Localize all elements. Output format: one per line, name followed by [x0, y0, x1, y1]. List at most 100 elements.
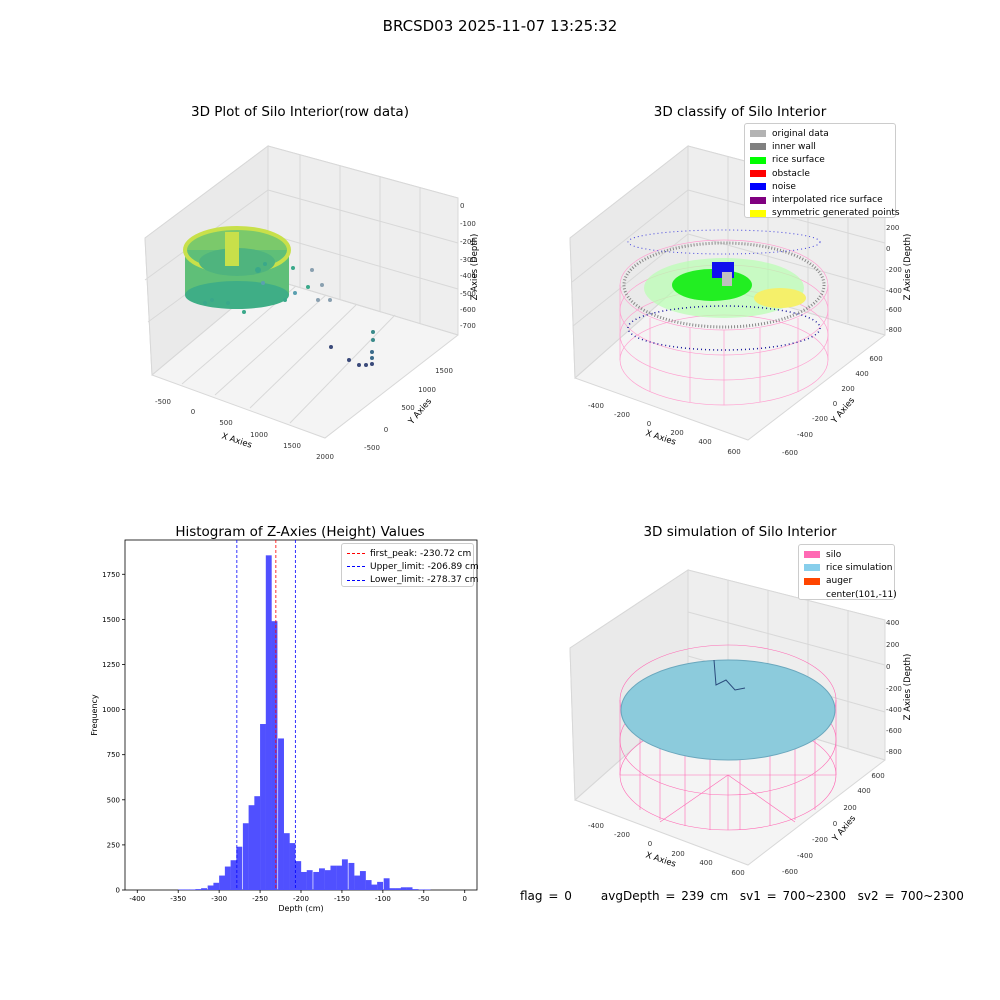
scatter-point: [371, 338, 375, 342]
scatter-point: [203, 301, 207, 305]
raw-y-tick: 1500: [435, 367, 453, 375]
silo-mesh: [619, 644, 837, 831]
raw-x-tick: 0: [191, 408, 195, 416]
histogram-bar: [236, 846, 243, 890]
simulation-y-tick: 0: [833, 820, 837, 828]
classify-z-tick: 200: [886, 224, 899, 232]
legend-swatch: [804, 564, 820, 572]
classify-x-tick: 200: [670, 429, 683, 437]
scatter-point: [242, 310, 246, 314]
histogram-x-ticks: -400 -350 -300 -250 -200 -150 -100 -50 0: [129, 890, 467, 903]
raw-plot-title: 3D Plot of Silo Interior(row data): [191, 104, 409, 120]
legend-swatch: [750, 183, 766, 191]
legend-item: rice surface: [750, 154, 890, 167]
legend-label: auger: [826, 576, 853, 587]
classify-z-tick: -600: [886, 306, 902, 314]
histogram-chart: -400 -350 -300 -250 -200 -150 -100 -50 0 0 250 500…: [90, 539, 478, 913]
classify-z-tick: -200: [886, 266, 902, 274]
histogram-bar: [359, 871, 366, 890]
simulation-y-tick: 400: [857, 787, 870, 795]
legend-item: Upper_limit: -206.89 cm: [347, 560, 479, 573]
classify-legend: original data inner wall rice surface ob…: [744, 123, 900, 220]
histogram-y-axis-label: Frequency: [90, 694, 99, 736]
classify-axis-ticks: -400 -200 0 200 400 600 -600 -400 -200 0…: [588, 224, 902, 457]
x-tick-label: -100: [375, 895, 391, 903]
scatter-point: [370, 362, 374, 366]
scatter-point: [210, 298, 214, 302]
histogram-bar: [400, 887, 407, 890]
y-tick-label: 1750: [102, 571, 120, 579]
raw-3d-plot: -500 0 500 1000 1500 2000 -500 0 500 100…: [144, 145, 480, 461]
scatter-point: [320, 283, 324, 287]
legend-item: symmetric generated points: [750, 207, 900, 220]
x-tick-label: -200: [293, 895, 309, 903]
x-tick-label: -300: [211, 895, 227, 903]
histogram-bar: [301, 871, 307, 890]
histogram-bar: [242, 823, 249, 890]
y-tick-label: 500: [107, 796, 120, 804]
histogram-x-axis-label: Depth (cm): [278, 904, 323, 913]
classify-z-axis-label: Z Axies (Depth): [903, 234, 913, 301]
raw-x-tick: -500: [155, 398, 171, 406]
x-tick-label: -400: [129, 895, 145, 903]
simulation-z-tick: 400: [886, 619, 899, 627]
simulation-x-tick: 0: [648, 840, 652, 848]
raw-plot-box: [144, 145, 459, 439]
histogram-bar: [178, 889, 185, 890]
legend-label: obstacle: [772, 168, 810, 179]
legend-label: original data: [772, 128, 829, 139]
simulation-x-tick: 400: [699, 859, 712, 867]
histogram-bar: [306, 870, 313, 890]
histogram-bar: [201, 888, 208, 890]
legend-item: auger: [804, 575, 889, 588]
histogram-y-ticks: 0 250 500 750 1000 1250 1500 1750: [102, 571, 125, 895]
x-tick-label: -350: [170, 895, 186, 903]
classify-x-tick: 400: [698, 438, 711, 446]
raw-z-tick: 0: [460, 202, 464, 210]
scatter-point: [291, 266, 295, 270]
x-tick-label: 0: [462, 895, 466, 903]
rice-simulation-surface: [620, 659, 836, 761]
simulation-3d-plot: -400 -200 0 200 400 600 -600 -400 -200 0…: [569, 569, 913, 877]
legend-swatch: [750, 143, 766, 151]
legend-line: [347, 579, 365, 581]
classify-y-tick: -200: [812, 415, 828, 423]
raw-y-tick: 500: [401, 404, 414, 412]
classify-plot-title: 3D classify of Silo Interior: [653, 104, 827, 120]
histogram-bar: [424, 889, 431, 890]
raw-x-tick: 500: [219, 419, 232, 427]
legend-item: first_peak: -230.72 cm: [347, 547, 471, 560]
scatter-point: [370, 356, 374, 360]
simulation-legend: silo rice simulation auger center(101,-1…: [798, 544, 897, 600]
raw-silo-cloud: [183, 226, 291, 309]
classify-y-tick: -600: [782, 449, 798, 457]
histogram-bar: [330, 865, 337, 890]
y-tick-label: 0: [116, 887, 120, 895]
histogram-bar: [260, 724, 266, 890]
y-tick-label: 1250: [102, 661, 120, 669]
raw-y-tick: 0: [384, 426, 388, 434]
histogram-bar: [377, 881, 384, 890]
raw-z-axis-label: Z Axies (Depth): [470, 234, 480, 301]
legend-swatch: [750, 196, 766, 204]
raw-y-tick: 1000: [418, 386, 436, 394]
raw-z-tick: -700: [460, 322, 476, 330]
legend-label: rice surface: [772, 155, 825, 166]
legend-label: symmetric generated points: [772, 208, 900, 219]
legend-label: Upper_limit: -206.89 cm: [370, 561, 479, 572]
simulation-y-tick: 600: [871, 772, 884, 780]
scatter-point: [306, 285, 310, 289]
histogram-threshold-lines: [236, 540, 296, 890]
raw-scatter-points: [203, 266, 375, 367]
legend-swatch: [750, 170, 766, 178]
histogram-bar: [289, 843, 296, 890]
histogram-bar: [254, 796, 261, 890]
raw-x-tick: 1000: [250, 431, 268, 439]
legend-item: obstacle: [750, 167, 890, 180]
scatter-point: [261, 281, 265, 285]
legend-item: silo: [804, 548, 889, 561]
scatter-point: [364, 363, 368, 367]
histogram-bar: [265, 555, 272, 890]
histogram-bar: [324, 870, 331, 890]
legend-swatch: [804, 577, 820, 585]
